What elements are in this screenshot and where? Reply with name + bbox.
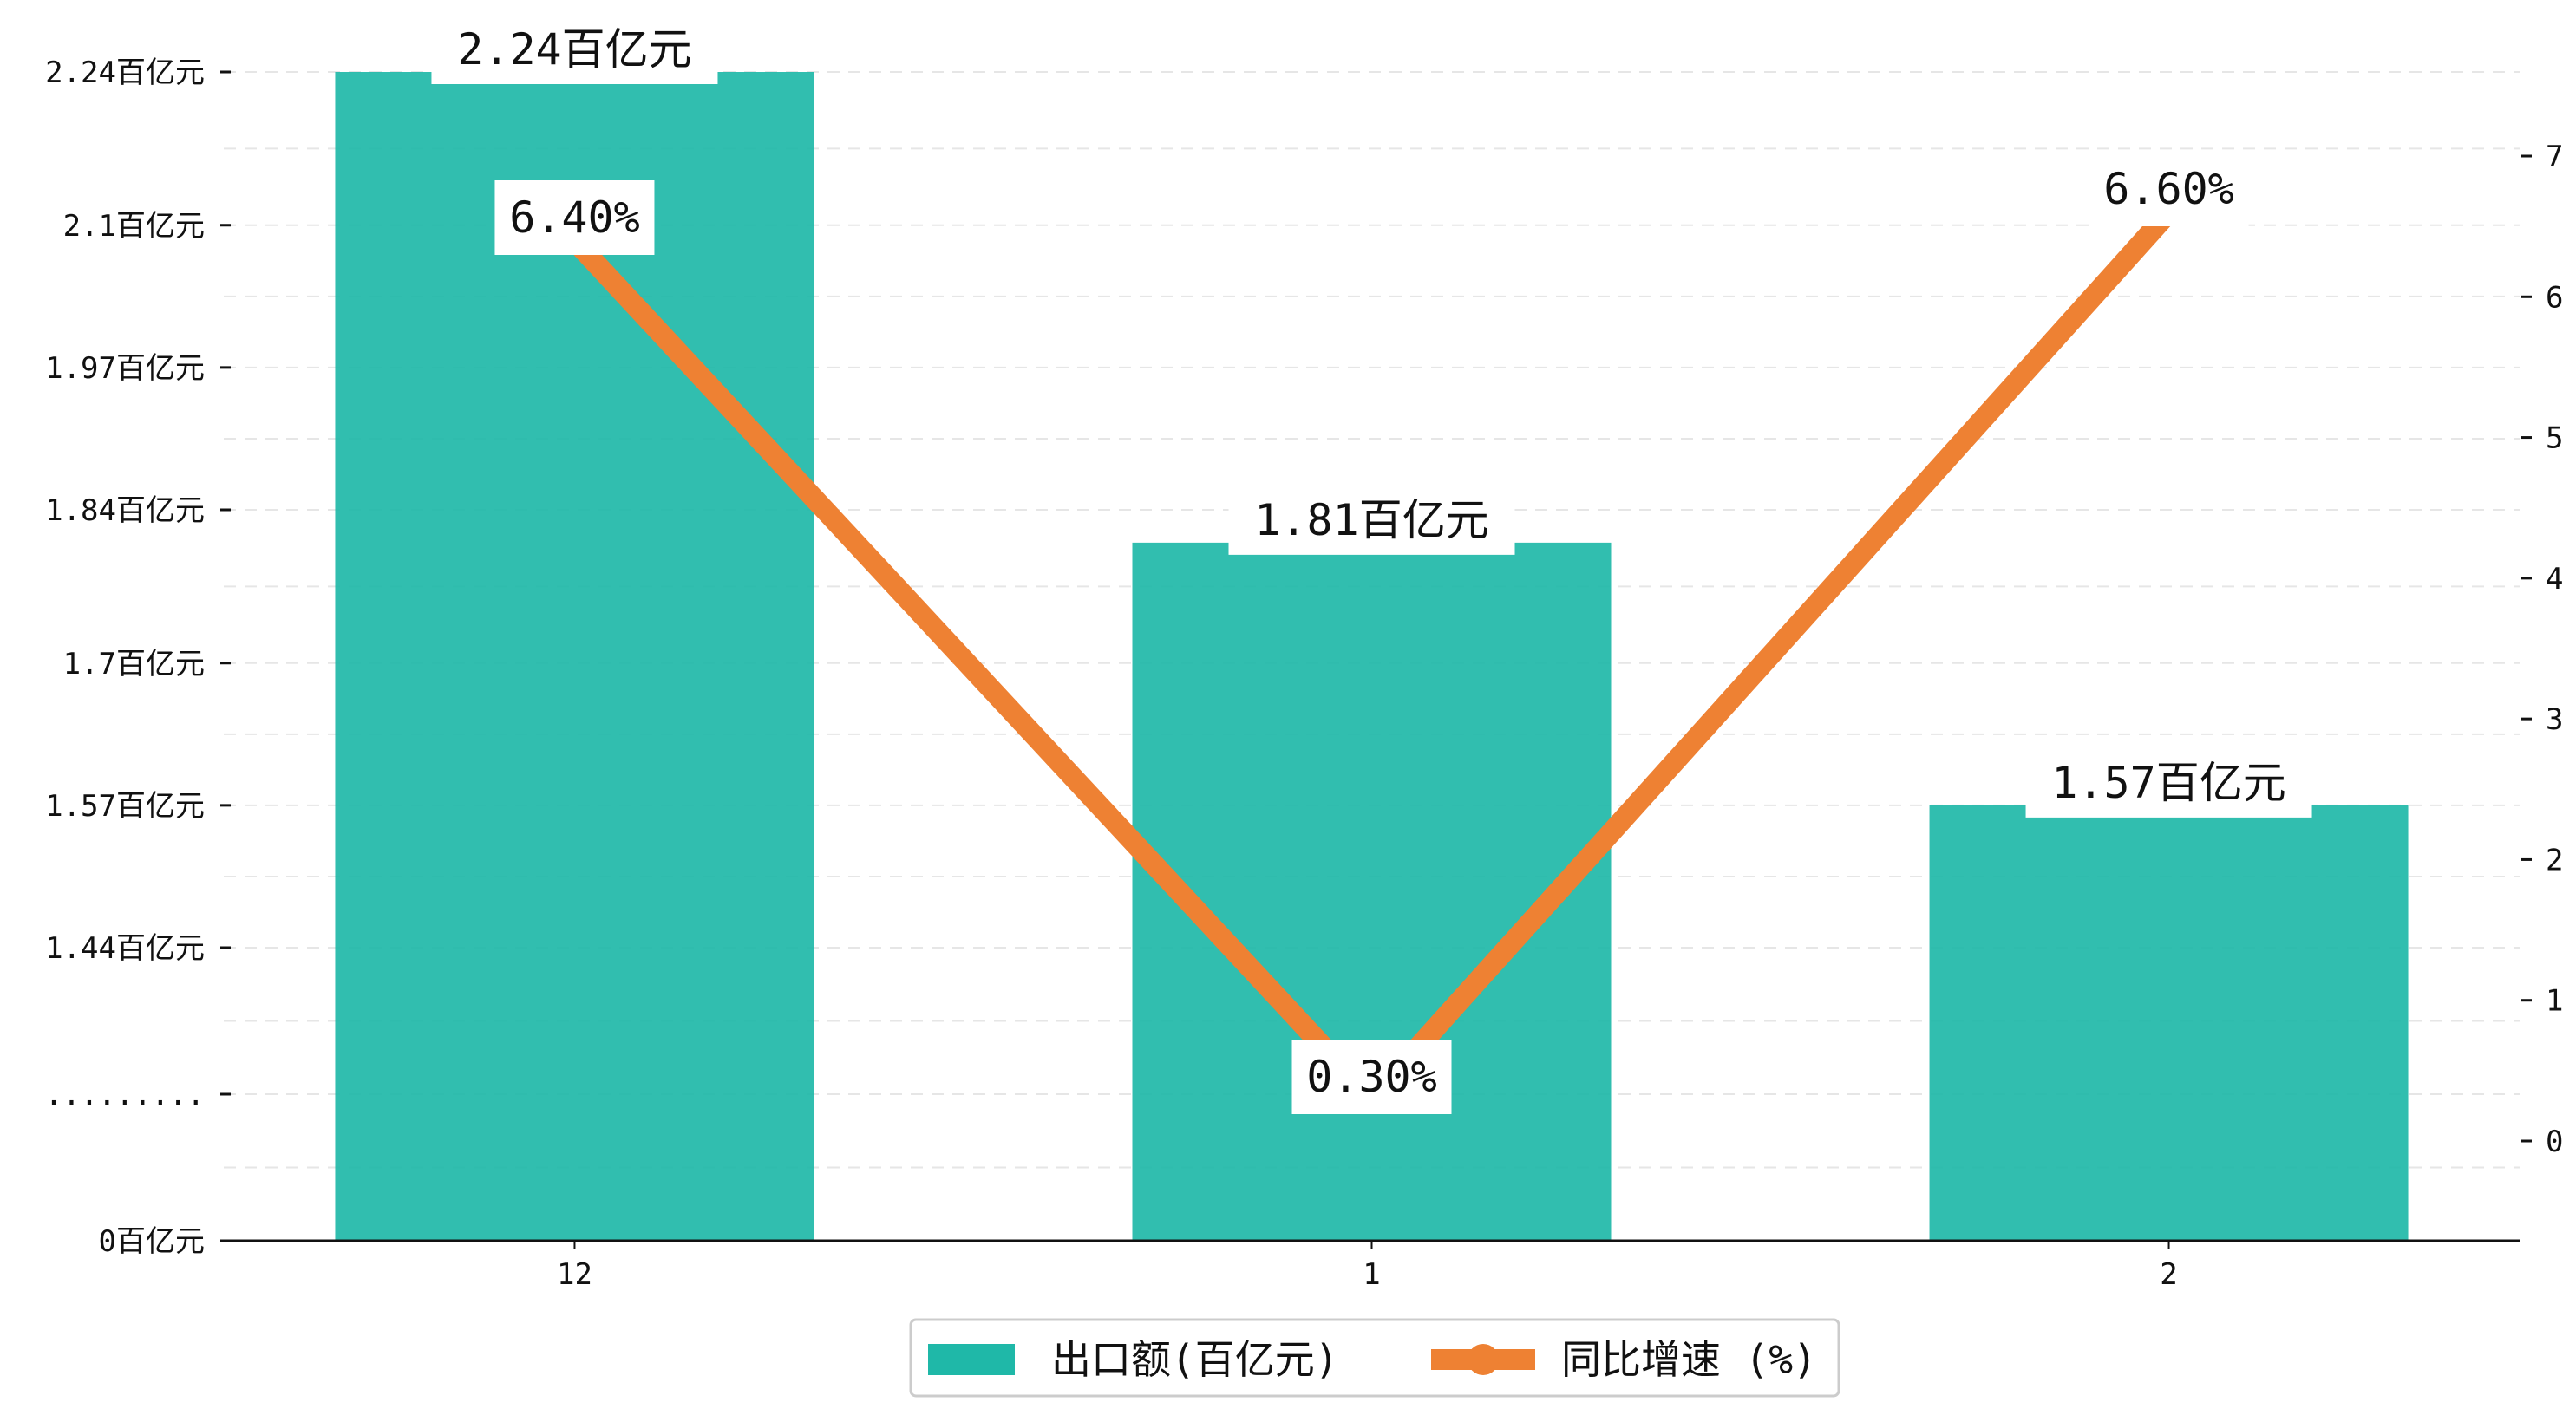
bar-1 xyxy=(1132,542,1612,1241)
y-left-tick-label: 1.7百亿元 xyxy=(63,647,205,681)
label-box xyxy=(1228,485,1515,555)
legend-line-label: 同比增速 (%) xyxy=(1561,1336,1817,1383)
y-right-tick-label: 5 xyxy=(2546,421,2563,456)
data-labels: 2.24百亿元 1.81百亿元 1.57百亿元 6.40% 0.30% 6.60% xyxy=(431,15,2312,1114)
x-tick-label: 12 xyxy=(557,1257,592,1292)
y-left-tick-label: 0百亿元 xyxy=(99,1224,205,1259)
y-right-tick-label: 7 xyxy=(2546,140,2563,174)
y-right-tick-label: 4 xyxy=(2546,562,2563,597)
axes: 12 1 20百亿元.........1.44百亿元1.57百亿元1.7百亿元1.8… xyxy=(45,55,2564,1292)
y-right-tick-label: 3 xyxy=(2546,702,2563,737)
y-right-tick-label: 0 xyxy=(2546,1125,2563,1159)
label-text: 1.57百亿元 xyxy=(2051,758,2285,808)
label-box xyxy=(431,15,718,84)
x-tick-label: 2 xyxy=(2160,1257,2177,1292)
legend-line-marker xyxy=(1468,1344,1499,1375)
y-left-tick-label: 2.24百亿元 xyxy=(45,55,205,90)
y-left-tick-label: 1.57百亿元 xyxy=(45,789,205,824)
y-left-tick-label: ......... xyxy=(45,1078,205,1112)
bar-12 xyxy=(335,72,814,1241)
y-left-tick-label: 1.44百亿元 xyxy=(45,931,205,966)
label-box xyxy=(1291,1040,1452,1114)
y-left-tick-label: 1.84百亿元 xyxy=(45,493,205,528)
x-tick-label: 1 xyxy=(1363,1257,1380,1292)
bars xyxy=(335,72,2409,1241)
label-box xyxy=(494,180,655,255)
growth-value-label: 0.30% xyxy=(1291,1040,1452,1114)
y-left-tick-label: 1.97百亿元 xyxy=(45,351,205,386)
legend-bar-swatch xyxy=(928,1344,1015,1375)
bar-value-label: 1.81百亿元 xyxy=(1228,485,1515,555)
bar-value-label: 2.24百亿元 xyxy=(431,15,718,84)
label-text: 2.24百亿元 xyxy=(457,24,691,75)
label-text: 6.60% xyxy=(2103,164,2234,214)
legend-bar-label: 出口额(百亿元) xyxy=(1051,1336,1338,1383)
label-text: 6.40% xyxy=(509,192,640,243)
y-right-tick-label: 2 xyxy=(2546,843,2563,877)
label-box xyxy=(2089,152,2249,226)
legend-box xyxy=(909,1318,1840,1398)
label-text: 1.81百亿元 xyxy=(1254,495,1488,545)
label-text: 0.30% xyxy=(1306,1052,1437,1102)
y-right-tick-label: 1 xyxy=(2546,984,2563,1019)
bar-2 xyxy=(1929,805,2409,1241)
growth-value-label: 6.60% xyxy=(2089,152,2249,226)
label-box xyxy=(2025,747,2312,818)
bar-value-label: 1.57百亿元 xyxy=(2025,747,2312,818)
y-right-tick-label: 6 xyxy=(2546,280,2563,315)
legend: 出口额(百亿元) 同比增速 (%) xyxy=(909,1318,1840,1398)
y-left-tick-label: 2.1百亿元 xyxy=(63,209,205,244)
growth-value-label: 6.40% xyxy=(494,180,655,255)
